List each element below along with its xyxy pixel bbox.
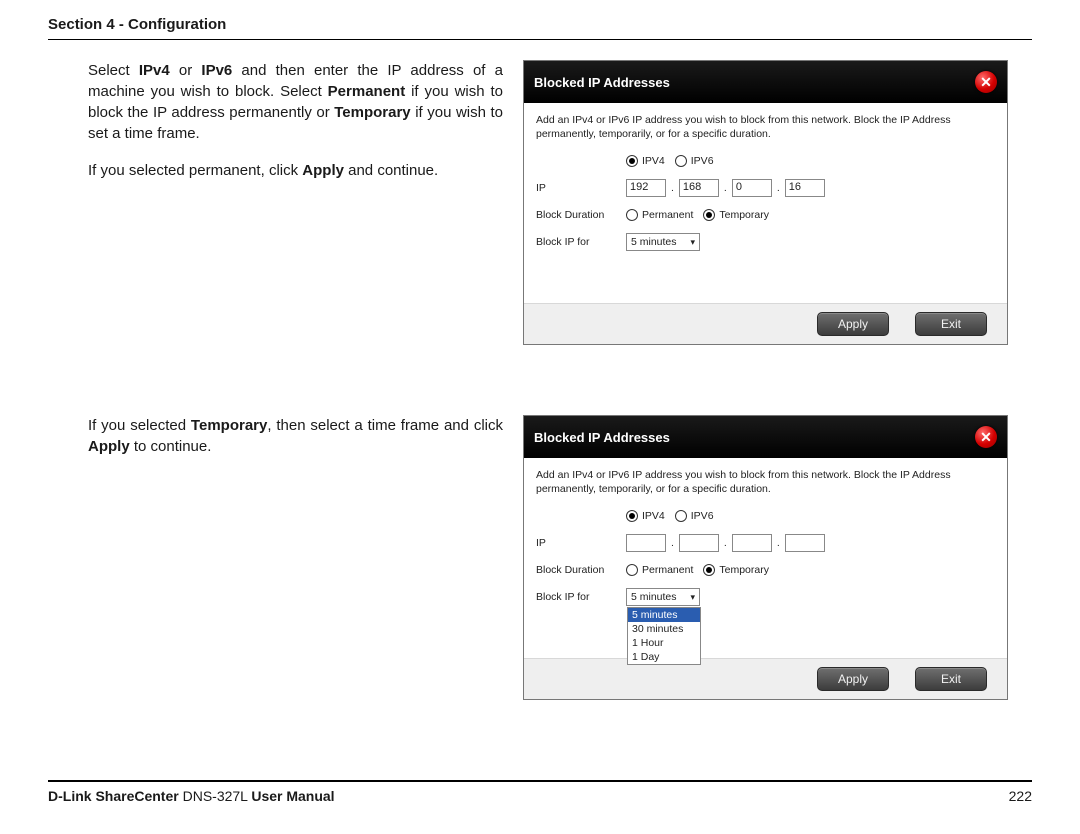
permanent-label: Permanent (642, 209, 693, 221)
ip-label: IP (536, 182, 626, 194)
radio-permanent[interactable] (626, 209, 638, 221)
dialog-footer-2: Apply Exit (524, 658, 1007, 699)
ip-octet-4[interactable]: 16 (785, 179, 825, 197)
dialog-header: Blocked IP Addresses ✕ (524, 61, 1007, 103)
option-1hour[interactable]: 1 Hour (628, 636, 700, 650)
para-3: If you selected Temporary, then select a… (88, 415, 503, 457)
ip-octet-1[interactable]: 192 (626, 179, 666, 197)
ip-input-row-2: . . . (626, 534, 995, 552)
radio-permanent-2[interactable] (626, 564, 638, 576)
blockfor-select[interactable]: 5 minutes ▾ (626, 233, 700, 251)
exit-button-2[interactable]: Exit (915, 667, 987, 691)
duration-row-2: Permanent Temporary (626, 564, 995, 576)
chevron-down-icon: ▾ (690, 237, 695, 248)
blockfor-label: Block IP for (536, 236, 626, 248)
dialog-title-2: Blocked IP Addresses (534, 430, 670, 445)
duration-label-2: Block Duration (536, 564, 626, 576)
apply-button-2[interactable]: Apply (817, 667, 889, 691)
duration-label: Block Duration (536, 209, 626, 221)
option-5min[interactable]: 5 minutes (628, 608, 700, 622)
blockfor-dropdown-list: 5 minutes 30 minutes 1 Hour 1 Day (627, 607, 701, 665)
permanent-label-2: Permanent (642, 564, 693, 576)
radio-temporary-2[interactable] (703, 564, 715, 576)
footer-product: D-Link ShareCenter DNS-327L User Manual (48, 788, 335, 804)
close-icon[interactable]: ✕ (975, 71, 997, 93)
chevron-down-icon-2: ▾ (690, 592, 695, 603)
dialog-hint: Add an IPv4 or IPv6 IP address you wish … (536, 113, 995, 141)
ip-octet-4b[interactable] (785, 534, 825, 552)
temporary-label: Temporary (719, 209, 769, 221)
ip-octet-3[interactable]: 0 (732, 179, 772, 197)
row-permanent: Select IPv4 or IPv6 and then enter the I… (48, 60, 1032, 345)
dialog-blocked-ip-temporary: Blocked IP Addresses ✕ Add an IPv4 or IP… (523, 415, 1008, 700)
duration-row: Permanent Temporary (626, 209, 995, 221)
ip-input-row: 192. 168. 0. 16 (626, 179, 995, 197)
dialog-hint-2: Add an IPv4 or IPv6 IP address you wish … (536, 468, 995, 496)
ip-label-2: IP (536, 537, 626, 549)
page-footer: D-Link ShareCenter DNS-327L User Manual … (48, 780, 1032, 804)
para-2: If you selected permanent, click Apply a… (88, 160, 503, 181)
ipv4-label-2: IPV4 (642, 510, 665, 522)
dialog-blocked-ip-permanent: Blocked IP Addresses ✕ Add an IPv4 or IP… (523, 60, 1008, 345)
temporary-label-2: Temporary (719, 564, 769, 576)
row-temporary: If you selected Temporary, then select a… (48, 415, 1032, 700)
dialog-title: Blocked IP Addresses (534, 75, 670, 90)
ip-octet-2b[interactable] (679, 534, 719, 552)
blockfor-label-2: Block IP for (536, 591, 626, 603)
ip-octet-3b[interactable] (732, 534, 772, 552)
radio-ipv4-2[interactable] (626, 510, 638, 522)
ip-octet-1b[interactable] (626, 534, 666, 552)
ip-octet-2[interactable]: 168 (679, 179, 719, 197)
blockfor-select-open[interactable]: 5 minutes ▾ 5 minutes 30 minutes 1 Hour … (626, 588, 700, 606)
ipv6-label: IPV6 (691, 155, 714, 167)
radio-ipv6[interactable] (675, 155, 687, 167)
instruction-temporary: If you selected Temporary, then select a… (48, 415, 503, 700)
exit-button[interactable]: Exit (915, 312, 987, 336)
close-icon-2[interactable]: ✕ (975, 426, 997, 448)
ipv6-label-2: IPV6 (691, 510, 714, 522)
section-title: Section 4 - Configuration (48, 16, 1032, 40)
dialog-header-2: Blocked IP Addresses ✕ (524, 416, 1007, 458)
radio-temporary[interactable] (703, 209, 715, 221)
option-1day[interactable]: 1 Day (628, 650, 700, 664)
ip-version-row-2: IPV4 IPV6 (626, 510, 995, 522)
radio-ipv6-2[interactable] (675, 510, 687, 522)
radio-ipv4[interactable] (626, 155, 638, 167)
page-number: 222 (1009, 788, 1032, 804)
option-30min[interactable]: 30 minutes (628, 622, 700, 636)
ipv4-label: IPV4 (642, 155, 665, 167)
para-1: Select IPv4 or IPv6 and then enter the I… (88, 60, 503, 144)
dialog-footer: Apply Exit (524, 303, 1007, 344)
ip-version-row: IPV4 IPV6 (626, 155, 995, 167)
instruction-permanent: Select IPv4 or IPv6 and then enter the I… (48, 60, 503, 345)
apply-button[interactable]: Apply (817, 312, 889, 336)
